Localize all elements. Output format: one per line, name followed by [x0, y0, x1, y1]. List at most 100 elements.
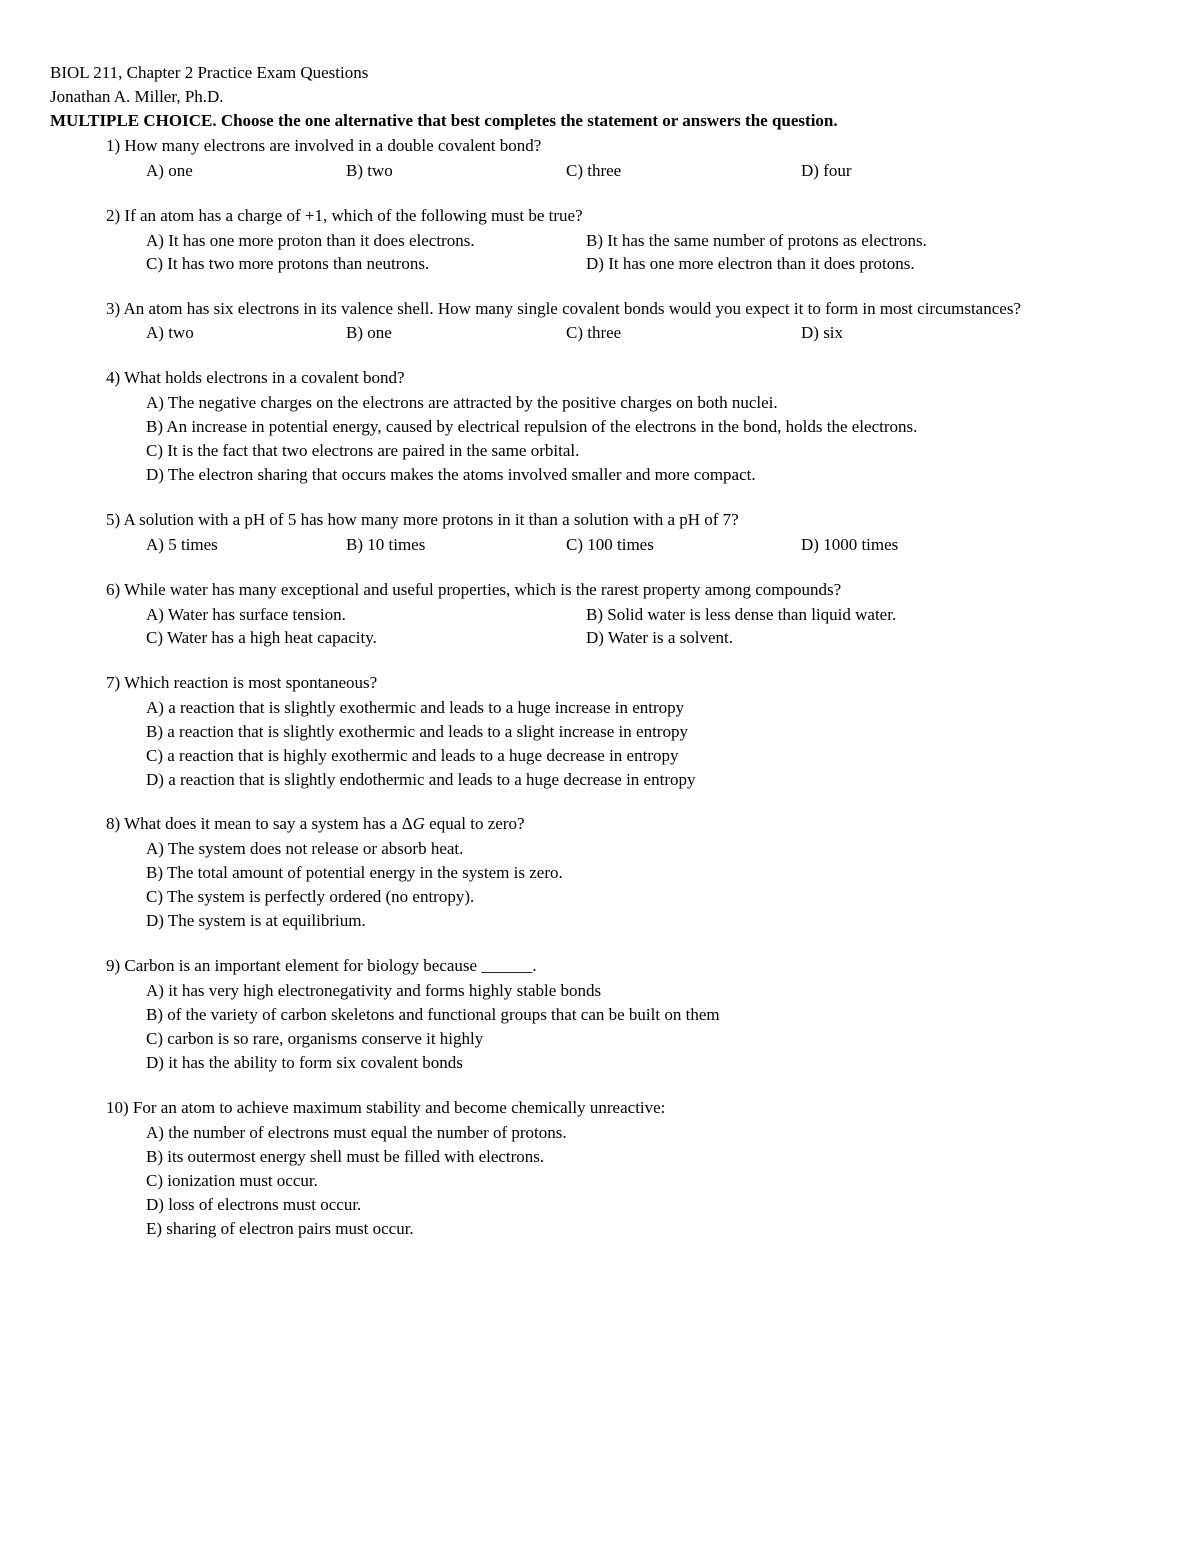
question-body: A solution with a pH of 5 has how many m… [123, 510, 738, 529]
question: 9) Carbon is an important element for bi… [106, 955, 1150, 1075]
question: 10) For an atom to achieve maximum stabi… [106, 1097, 1150, 1241]
question: 8) What does it mean to say a system has… [106, 813, 1150, 933]
answer-option: C) three [566, 160, 801, 183]
answer-option: A) the number of electrons must equal th… [146, 1122, 1150, 1145]
question-body: What holds electrons in a covalent bond? [124, 368, 404, 387]
question: 7) Which reaction is most spontaneous?A)… [106, 672, 1150, 792]
answer-option: A) a reaction that is slightly exothermi… [146, 697, 1150, 720]
answer-option: A) one [146, 160, 346, 183]
answer-option: A) Water has surface tension. [146, 604, 586, 627]
options-2col: A) Water has surface tension.B) Solid wa… [106, 604, 1150, 650]
answer-option: B) It has the same number of protons as … [586, 230, 1150, 253]
question-body: Which reaction is most spontaneous? [124, 673, 377, 692]
question-text: 9) Carbon is an important element for bi… [106, 955, 1150, 978]
answer-option: B) a reaction that is slightly exothermi… [146, 721, 1150, 744]
answer-option: C) a reaction that is highly exothermic … [146, 745, 1150, 768]
answer-option: C) 100 times [566, 534, 801, 557]
options-row: A) twoB) oneC) threeD) six [106, 322, 1150, 345]
question-text: 3) An atom has six electrons in its vale… [106, 298, 1150, 321]
options-stack: A) The negative charges on the electrons… [106, 392, 1150, 487]
answer-option: D) The electron sharing that occurs make… [146, 464, 1150, 487]
answer-option: D) four [801, 160, 1001, 183]
options-2col-row: C) It has two more protons than neutrons… [146, 253, 1150, 276]
question-number: 3) [106, 299, 123, 318]
question: 1) How many electrons are involved in a … [106, 135, 1150, 183]
answer-option: C) The system is perfectly ordered (no e… [146, 886, 1150, 909]
answer-option: A) it has very high electronegativity an… [146, 980, 1150, 1003]
question-number: 1) [106, 136, 124, 155]
question: 3) An atom has six electrons in its vale… [106, 298, 1150, 346]
question-body: Carbon is an important element for biolo… [124, 956, 536, 975]
answer-option: B) two [346, 160, 566, 183]
options-2col-row: A) Water has surface tension.B) Solid wa… [146, 604, 1150, 627]
answer-option: D) The system is at equilibrium. [146, 910, 1150, 933]
question-body: How many electrons are involved in a dou… [124, 136, 541, 155]
answer-option: A) two [146, 322, 346, 345]
options-stack: A) it has very high electronegativity an… [106, 980, 1150, 1075]
options-2col: A) It has one more proton than it does e… [106, 230, 1150, 276]
answer-option: B) one [346, 322, 566, 345]
question-text: 7) Which reaction is most spontaneous? [106, 672, 1150, 695]
question-body-post: equal to zero? [425, 814, 525, 833]
answer-option: C) Water has a high heat capacity. [146, 627, 586, 650]
answer-option: B) An increase in potential energy, caus… [146, 416, 1150, 439]
question-number: 8) [106, 814, 124, 833]
options-row: A) oneB) twoC) threeD) four [106, 160, 1150, 183]
answer-option: D) it has the ability to form six covale… [146, 1052, 1150, 1075]
question-number: 6) [106, 580, 124, 599]
question-number: 5) [106, 510, 123, 529]
answer-option: B) of the variety of carbon skeletons an… [146, 1004, 1150, 1027]
question-number: 2) [106, 206, 124, 225]
answer-option: A) The negative charges on the electrons… [146, 392, 1150, 415]
question-number: 9) [106, 956, 124, 975]
answer-option: B) its outermost energy shell must be fi… [146, 1146, 1150, 1169]
question-text: 5) A solution with a pH of 5 has how man… [106, 509, 1150, 532]
answer-option: A) It has one more proton than it does e… [146, 230, 586, 253]
question-number: 7) [106, 673, 124, 692]
question: 2) If an atom has a charge of +1, which … [106, 205, 1150, 276]
question-body-pre: What does it mean to say a system has a … [124, 814, 413, 833]
answer-option: A) The system does not release or absorb… [146, 838, 1150, 861]
options-2col-row: A) It has one more proton than it does e… [146, 230, 1150, 253]
question-text: 8) What does it mean to say a system has… [106, 813, 1150, 836]
question-text: 4) What holds electrons in a covalent bo… [106, 367, 1150, 390]
answer-option: D) 1000 times [801, 534, 1001, 557]
question-text: 1) How many electrons are involved in a … [106, 135, 1150, 158]
answer-option: D) six [801, 322, 1001, 345]
answer-option: D) loss of electrons must occur. [146, 1194, 1150, 1217]
question: 4) What holds electrons in a covalent bo… [106, 367, 1150, 487]
answer-option: C) ionization must occur. [146, 1170, 1150, 1193]
answer-option: A) 5 times [146, 534, 346, 557]
exam-instructions: MULTIPLE CHOICE. Choose the one alternat… [50, 110, 1150, 133]
question-number: 10) [106, 1098, 133, 1117]
question-number: 4) [106, 368, 124, 387]
options-stack: A) The system does not release or absorb… [106, 838, 1150, 933]
question-body: For an atom to achieve maximum stability… [133, 1098, 666, 1117]
answer-option: B) Solid water is less dense than liquid… [586, 604, 1150, 627]
question-text: 6) While water has many exceptional and … [106, 579, 1150, 602]
course-title: BIOL 211, Chapter 2 Practice Exam Questi… [50, 62, 1150, 85]
question-body-italic: G [413, 814, 425, 833]
options-2col-row: C) Water has a high heat capacity.D) Wat… [146, 627, 1150, 650]
options-stack: A) the number of electrons must equal th… [106, 1122, 1150, 1241]
question-body: While water has many exceptional and use… [124, 580, 841, 599]
answer-option: C) It has two more protons than neutrons… [146, 253, 586, 276]
question-text: 2) If an atom has a charge of +1, which … [106, 205, 1150, 228]
answer-option: B) The total amount of potential energy … [146, 862, 1150, 885]
question-body: If an atom has a charge of +1, which of … [124, 206, 582, 225]
answer-option: D) Water is a solvent. [586, 627, 1150, 650]
author-name: Jonathan A. Miller, Ph.D. [50, 86, 1150, 109]
answer-option: D) It has one more electron than it does… [586, 253, 1150, 276]
answer-option: C) It is the fact that two electrons are… [146, 440, 1150, 463]
answer-option: B) 10 times [346, 534, 566, 557]
answer-option: E) sharing of electron pairs must occur. [146, 1218, 1150, 1241]
options-row: A) 5 timesB) 10 timesC) 100 timesD) 1000… [106, 534, 1150, 557]
question: 5) A solution with a pH of 5 has how man… [106, 509, 1150, 557]
answer-option: C) three [566, 322, 801, 345]
options-stack: A) a reaction that is slightly exothermi… [106, 697, 1150, 792]
answer-option: D) a reaction that is slightly endotherm… [146, 769, 1150, 792]
question: 6) While water has many exceptional and … [106, 579, 1150, 650]
answer-option: C) carbon is so rare, organisms conserve… [146, 1028, 1150, 1051]
question-body: An atom has six electrons in its valence… [123, 299, 1021, 318]
questions-container: 1) How many electrons are involved in a … [50, 135, 1150, 1241]
